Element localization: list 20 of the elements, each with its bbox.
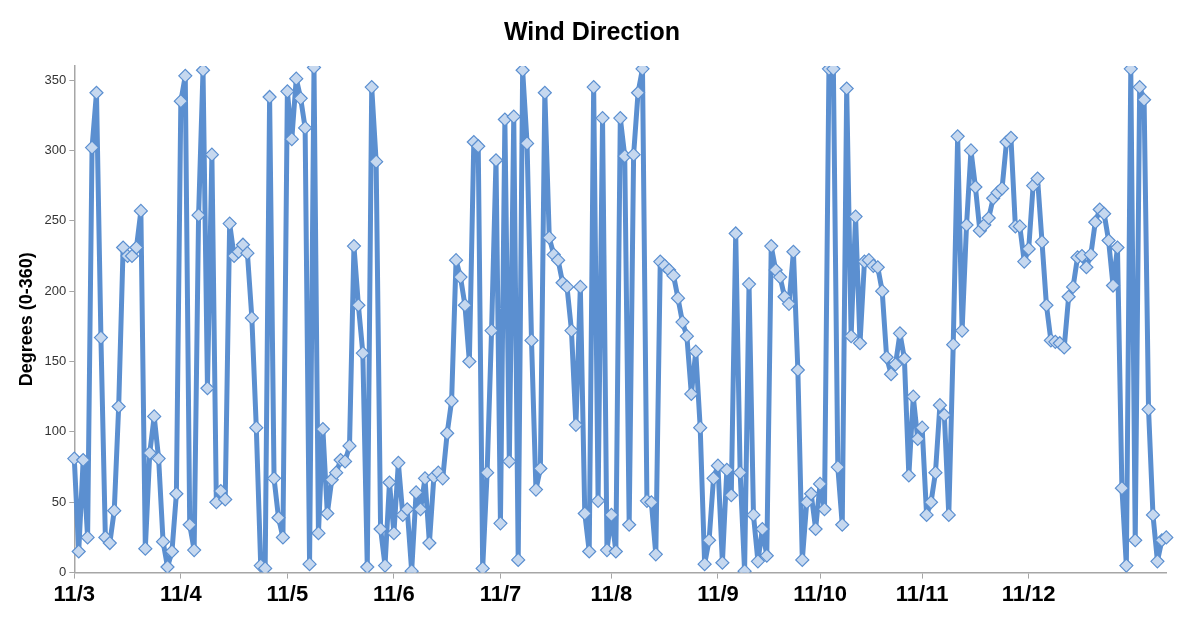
y-tick-label: 250 <box>44 212 67 228</box>
x-tick-label: 11/11 <box>895 580 949 606</box>
x-tick-label: 11/7 <box>479 580 522 606</box>
x-tick-label: 11/3 <box>53 580 96 606</box>
y-axis-title: Degrees (0-360) <box>15 252 36 387</box>
x-tick-label: 11/6 <box>373 580 415 606</box>
y-tick-label: 50 <box>51 493 67 509</box>
y-tick-label: 100 <box>44 423 67 439</box>
x-tick-label: 11/5 <box>266 580 309 606</box>
x-tick-label: 11/10 <box>793 580 847 606</box>
x-tick-label: 11/8 <box>590 580 633 606</box>
y-tick-label: 0 <box>59 564 67 580</box>
x-tick-label: 11/9 <box>697 580 739 606</box>
y-tick-label: 150 <box>44 353 67 369</box>
y-tick-label: 350 <box>44 71 67 87</box>
x-tick-label: 11/4 <box>160 580 203 606</box>
y-tick-label: 200 <box>44 282 67 298</box>
x-tick-label: 11/12 <box>1001 580 1056 606</box>
chart-title: Wind Direction <box>503 16 681 45</box>
y-tick-label: 300 <box>44 142 67 158</box>
